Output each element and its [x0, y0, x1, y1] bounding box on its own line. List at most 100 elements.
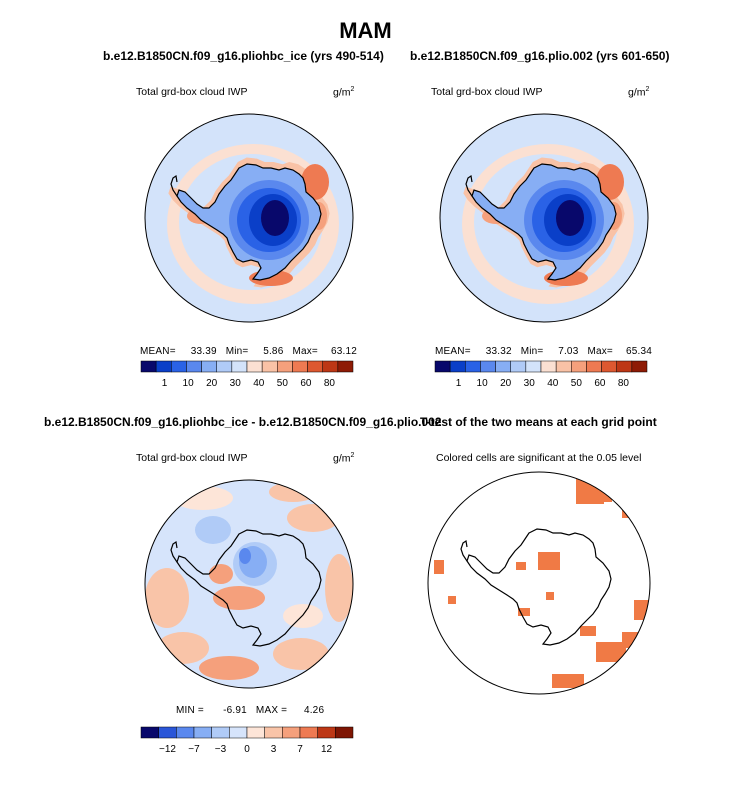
colorbar-swatch-8 — [282, 726, 301, 739]
field-layer — [440, 114, 648, 322]
colorbar-swatch-6 — [525, 360, 542, 373]
colorbar-tick-label: −3 — [215, 744, 227, 755]
colorbar-swatch-4 — [495, 360, 511, 373]
panel-2-min-value: 7.03 — [558, 346, 579, 357]
map-border — [144, 113, 354, 323]
panel-1-max-value: 63.12 — [330, 346, 357, 357]
panel-2-mean-label: MEAN= — [435, 346, 471, 357]
panel-3-max-label: MAX = — [255, 705, 288, 716]
field-layer — [145, 114, 353, 322]
diff-cell-2 — [199, 656, 259, 680]
panel-3-map — [144, 479, 354, 689]
panel-1-stats: MEAN= 33.39 Min= 5.86 Max= 63.12 — [140, 346, 357, 357]
panel-1-min-label: Min= — [225, 346, 249, 357]
panel-1-mean-value: 33.39 — [190, 346, 217, 357]
colorbar-swatch-6 — [246, 726, 265, 739]
colorbar-swatch-0 — [140, 726, 159, 739]
colorbar-swatch-7 — [540, 360, 557, 373]
diff-cell-7 — [269, 482, 317, 502]
colorbar-swatch-2 — [465, 360, 481, 373]
colorbar-swatch-2 — [171, 360, 187, 373]
colorbar-swatch-8 — [555, 360, 572, 373]
colorbar-swatch-9 — [277, 360, 293, 373]
panel-1-variable-label: Total grd-box cloud IWP — [136, 86, 248, 98]
peninsula-coastline — [170, 174, 178, 197]
diff-cell-10 — [283, 604, 323, 628]
panel-3-colorbar: −12 −7 −3 0 3 7 12 — [140, 726, 354, 755]
panel-3-units: g/m2 — [333, 452, 355, 465]
diff-cell-0 — [145, 568, 189, 628]
panel-2-stats: MEAN= 33.32 Min= 7.03 Max= 65.34 — [435, 346, 652, 357]
panel-4-variable-label: Colored cells are significant at the 0.0… — [436, 452, 642, 464]
significant-cell-8 — [580, 626, 596, 636]
colorbar-tick-label: 12 — [321, 744, 333, 755]
significant-cell-6 — [518, 608, 530, 616]
panel-2-title: b.e12.B1850CN.f09_g16.plio.002 (yrs 601-… — [410, 49, 670, 63]
colorbar-swatch-11 — [335, 726, 354, 739]
diff-negative-core — [239, 548, 251, 564]
significant-cell-4 — [434, 560, 444, 574]
colorbar-tick-label: 10 — [183, 378, 195, 389]
colorbar-tick-label: 80 — [618, 378, 630, 389]
panel-1-map — [144, 113, 354, 323]
colorbar-tick-label: 7 — [297, 744, 303, 755]
colorbar-swatch-3 — [480, 360, 496, 373]
diff-cell-9 — [209, 564, 233, 584]
diff-cell-6 — [173, 486, 233, 510]
colorbar-swatch-11 — [307, 360, 323, 373]
colorbar-swatch-7 — [264, 726, 283, 739]
diff-cell-8 — [213, 586, 265, 610]
map-background — [428, 472, 650, 694]
colorbar-swatch-12 — [616, 360, 633, 373]
panel-1-mean-label: MEAN= — [140, 346, 176, 357]
colorbar-swatch-5 — [510, 360, 527, 373]
colorbar-tick-label: 0 — [244, 744, 250, 755]
map-border — [427, 471, 651, 695]
colorbar-swatch-3 — [186, 360, 202, 373]
colorbar-tick-label: 50 — [571, 378, 583, 389]
peninsula-coastline — [170, 540, 178, 563]
panel-2-units: g/m2 — [628, 86, 650, 99]
colorbar-swatch-2 — [176, 726, 195, 739]
panel-4-map — [427, 471, 651, 695]
colorbar-tick-label: 40 — [253, 378, 265, 389]
panel-2-max-value: 65.34 — [625, 346, 652, 357]
interior-minimum — [261, 200, 289, 236]
colorbar-swatch-4 — [201, 360, 217, 373]
colorbar-swatch-9 — [299, 726, 318, 739]
colorbar-swatch-10 — [586, 360, 602, 373]
colorbar-swatch-7 — [246, 360, 263, 373]
significant-cell-0 — [538, 552, 560, 570]
colorbar-tick-label: 60 — [300, 378, 312, 389]
antarctica-coastline — [471, 163, 617, 281]
colorbar-tick-label: 20 — [206, 378, 218, 389]
map-border — [144, 479, 354, 689]
panel-3-min-value: -6.91 — [223, 705, 247, 716]
field-layer — [145, 480, 353, 688]
colorbar-tick-label: 10 — [477, 378, 489, 389]
significant-cell-7 — [546, 592, 554, 600]
panel-3-stats: MIN = -6.91 MAX = 4.26 — [176, 705, 324, 716]
colorbar-tick-label: 3 — [271, 744, 277, 755]
colorbar-tick-label: 30 — [524, 378, 536, 389]
colorbar-tick-label: −12 — [159, 744, 176, 755]
significant-cell-13 — [516, 562, 526, 570]
panel-3-min-label: MIN = — [176, 705, 204, 716]
significant-cell-2 — [600, 492, 612, 502]
colorbar-tick-label: 20 — [500, 378, 512, 389]
colorbar-tick-label: 1 — [162, 378, 168, 389]
significant-cell-1 — [576, 478, 604, 504]
colorbar-tick-label: 60 — [594, 378, 606, 389]
antarctica-coastline — [466, 528, 612, 646]
panel-1-min-value: 5.86 — [263, 346, 284, 357]
map-border — [439, 113, 649, 323]
colorbar-swatch-9 — [571, 360, 587, 373]
panel-1-max-label: Max= — [292, 346, 318, 357]
colorbar-swatch-1 — [449, 360, 466, 373]
antarctica-coastline — [176, 529, 322, 647]
panel-2-colorbar: 1 10 20 30 40 50 60 80 — [434, 360, 648, 389]
diff-cell-4 — [325, 554, 353, 622]
colorbar-swatch-13 — [337, 360, 354, 373]
colorbar-tick-label: 1 — [456, 378, 462, 389]
peninsula-coastline — [460, 539, 468, 562]
